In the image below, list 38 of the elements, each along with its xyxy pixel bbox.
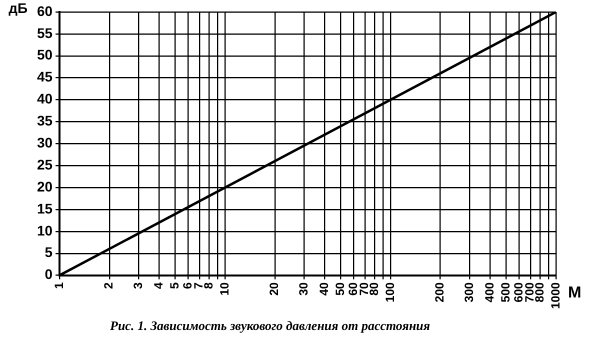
text: Рис. 1. Зависимость звукового давления от расстояния	[110, 318, 430, 334]
y-tick-label: 35	[36, 112, 53, 129]
x-axis-title: М	[568, 284, 582, 302]
x-tick-label: 60	[346, 282, 360, 296]
x-tick-label: 50	[333, 282, 348, 296]
y-tick-label: 40	[36, 90, 53, 107]
x-tick-label: 40	[316, 282, 331, 296]
y-tick-label: 55	[36, 24, 53, 41]
x-tick-label: 3	[130, 282, 145, 289]
x-tick-label: 1000	[548, 282, 562, 310]
x-tick-label: 6	[180, 282, 195, 289]
y-axis-title: дБ	[8, 0, 28, 16]
y-tick-label: 5	[44, 244, 53, 260]
y-tick-label: 25	[36, 156, 53, 172]
x-tick-label: 100	[382, 282, 397, 302]
x-tick-label: 4	[152, 282, 166, 289]
y-tick-label: 45	[36, 68, 53, 85]
x-tick-label: 30	[296, 282, 310, 296]
x-tick-label: 8	[201, 282, 216, 289]
x-tick-label: 800	[532, 282, 546, 302]
y-tick-label: 15	[36, 200, 53, 216]
x-tick-label: 5	[168, 282, 182, 289]
x-tick-label: 1	[52, 282, 66, 289]
x-tick-label: 600	[512, 282, 526, 302]
y-tick-label: 10	[36, 222, 53, 238]
x-tick-label: 200	[432, 282, 447, 302]
x-tick-label: 500	[498, 282, 512, 302]
x-tick-label: 80	[366, 282, 381, 296]
y-tick-label: 30	[36, 134, 53, 151]
x-tick-label: 400	[482, 282, 496, 302]
y-tick-label: 20	[36, 178, 53, 194]
y-tick-label: 0	[44, 266, 53, 282]
y-tick-label: 50	[36, 46, 53, 63]
x-tick-label: 300	[462, 282, 476, 302]
x-tick-label: 2	[102, 282, 116, 289]
y-tick-label: 60	[36, 2, 53, 19]
x-tick-label: 10	[217, 282, 232, 296]
x-tick-label: 20	[267, 282, 282, 296]
